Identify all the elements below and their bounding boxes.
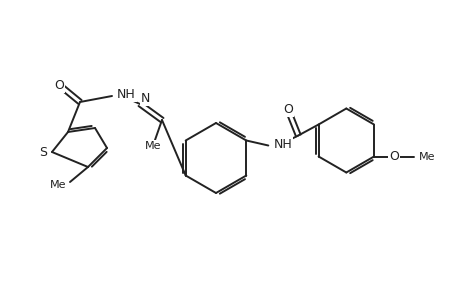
Text: Me: Me [418, 152, 435, 161]
Text: NH: NH [117, 88, 135, 100]
Text: O: O [283, 103, 292, 116]
Text: O: O [54, 79, 64, 92]
Text: S: S [39, 146, 47, 158]
Text: O: O [388, 150, 398, 163]
Text: N: N [141, 92, 150, 104]
Text: Me: Me [50, 180, 66, 190]
Text: NH: NH [273, 138, 291, 151]
Text: Me: Me [145, 141, 161, 151]
